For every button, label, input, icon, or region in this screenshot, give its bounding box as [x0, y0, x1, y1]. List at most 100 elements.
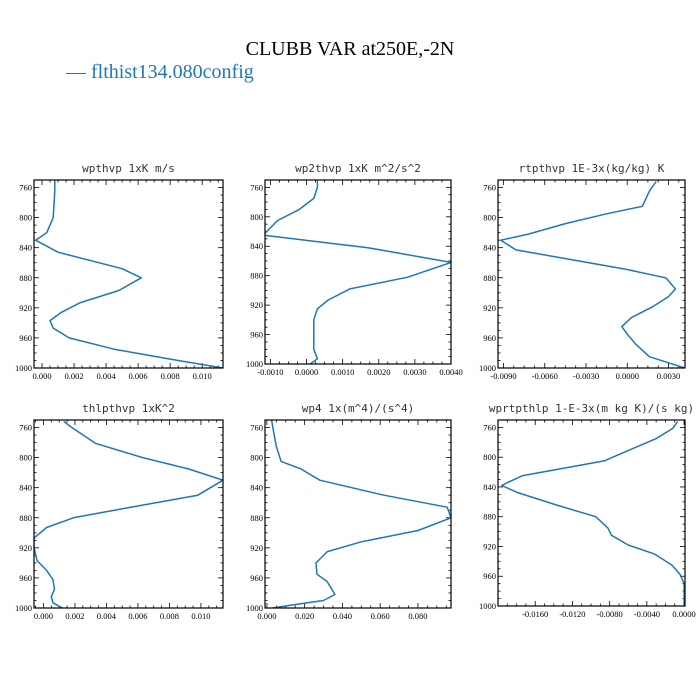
y-tick-label: 760 — [19, 183, 32, 193]
panel-title: thlpthvp 1xK^2 — [82, 402, 175, 415]
y-tick-label: 880 — [19, 273, 32, 283]
series-line — [500, 181, 685, 368]
y-tick-label: 960 — [19, 333, 32, 343]
y-tick-label: 960 — [250, 330, 263, 340]
y-tick-label: 960 — [483, 333, 496, 343]
y-tick-label: 800 — [483, 213, 496, 223]
x-tick-label: 0.002 — [64, 371, 83, 381]
y-tick-label: 840 — [483, 482, 496, 492]
panel-4: thlpthvp 1xK^276080084088092096010000.00… — [15, 402, 224, 621]
x-tick-label: -0.0010 — [257, 367, 283, 377]
y-tick-label: 800 — [19, 213, 32, 223]
y-tick-label: 1000 — [479, 601, 496, 611]
panel-title: wp4 1x(m^4)/(s^4) — [302, 402, 415, 415]
x-tick-label: 0.004 — [97, 611, 117, 621]
x-tick-label: 0.0020 — [367, 367, 390, 377]
x-tick-label: -0.0160 — [522, 609, 548, 619]
figure-title: CLUBB VAR at250E,-2N — [246, 38, 455, 60]
legend-entry: — flthist134.080config — [65, 61, 254, 83]
series-line — [270, 420, 451, 608]
panel-frame — [497, 419, 686, 607]
x-tick-label: 0.0000 — [616, 371, 639, 381]
y-tick-label: 800 — [250, 453, 263, 463]
series-line — [34, 180, 223, 368]
x-tick-label: -0.0040 — [634, 609, 660, 619]
y-tick-label: 880 — [19, 513, 32, 523]
panel-frame — [264, 419, 452, 609]
x-tick-label: -0.0080 — [597, 609, 623, 619]
y-tick-label: 920 — [483, 303, 496, 313]
x-tick-label: 0.0010 — [331, 367, 354, 377]
y-tick-label: 920 — [250, 543, 263, 553]
y-tick-label: 1000 — [15, 603, 32, 613]
y-tick-label: 760 — [483, 183, 496, 193]
panel-frame — [264, 179, 452, 365]
x-tick-label: 0.002 — [65, 611, 84, 621]
panel-title: wprtpthlp 1-E-3x(m kg K)/(s kg) — [489, 402, 694, 415]
y-tick-label: 920 — [250, 300, 263, 310]
y-tick-label: 920 — [19, 303, 32, 313]
x-tick-label: 0.008 — [160, 611, 179, 621]
panel-title: wpthvp 1xK m/s — [82, 162, 175, 175]
y-tick-label: 760 — [19, 423, 32, 433]
y-tick-label: 880 — [250, 513, 263, 523]
panel-frame — [33, 179, 224, 369]
series-line — [265, 180, 451, 364]
x-tick-label: 0.0030 — [403, 367, 426, 377]
x-tick-label: -0.0060 — [532, 371, 558, 381]
panel-frame — [33, 419, 224, 609]
x-tick-label: 0.000 — [34, 611, 53, 621]
y-tick-label: 840 — [250, 483, 263, 493]
y-tick-label: 880 — [250, 271, 263, 281]
panel-5: wp4 1x(m^4)/(s^4) 760 800 840 880 920 960 1000 0… — [246, 402, 452, 621]
panel-1: wpthvp 1xK m/s76080084088092096010000.00… — [15, 162, 224, 381]
series-line — [34, 420, 223, 608]
panel-3: rtpthvp 1E-3x(kg/kg) K 760 800 840 880 920 960… — [479, 162, 686, 381]
x-tick-label: 0.020 — [295, 611, 314, 621]
y-tick-label: 760 — [483, 422, 496, 432]
x-tick-label: 0.010 — [191, 611, 210, 621]
y-tick-label: 880 — [483, 512, 496, 522]
y-tick-label: 960 — [250, 573, 263, 583]
panel-2: wp2thvp 1xK m^2/s^2 760 800 840 880 920 960 100… — [246, 162, 463, 377]
y-tick-label: 840 — [250, 241, 263, 251]
panel-title: wp2thvp 1xK m^2/s^2 — [295, 162, 421, 175]
x-tick-label: 0.0000 — [672, 609, 695, 619]
panel-6: wprtpthlp 1-E-3x(m kg K)/(s kg) 760 800 840… — [479, 402, 696, 619]
x-tick-label: 0.0000 — [295, 367, 318, 377]
y-tick-label: 920 — [19, 543, 32, 553]
x-tick-label: 0.080 — [408, 611, 427, 621]
x-tick-label: 0.0040 — [439, 367, 462, 377]
y-tick-label: 880 — [483, 273, 496, 283]
y-tick-label: 800 — [19, 453, 32, 463]
y-tick-label: 960 — [19, 573, 32, 583]
x-tick-label: -0.0030 — [573, 371, 599, 381]
x-tick-label: 0.008 — [161, 371, 180, 381]
y-tick-label: 1000 — [15, 363, 32, 373]
y-tick-label: 1000 — [246, 603, 263, 613]
x-tick-label: 0.006 — [129, 371, 148, 381]
y-tick-label: 840 — [483, 243, 496, 253]
x-tick-label: 0.010 — [193, 371, 212, 381]
y-tick-label: 840 — [19, 483, 32, 493]
panels-group: wpthvp 1xK m/s76080084088092096010000.00… — [15, 162, 696, 621]
x-tick-label: -0.0090 — [490, 371, 516, 381]
x-tick-label: 0.000 — [32, 371, 51, 381]
y-tick-label: 1000 — [479, 363, 496, 373]
y-tick-label: 920 — [483, 541, 496, 551]
panel-frame — [497, 179, 686, 369]
y-tick-label: 800 — [483, 452, 496, 462]
panel-title: rtpthvp 1E-3x(kg/kg) K — [519, 162, 665, 175]
y-tick-label: 760 — [250, 423, 263, 433]
x-tick-label: 0.006 — [128, 611, 147, 621]
y-tick-label: 960 — [483, 571, 496, 581]
x-tick-label: 0.040 — [333, 611, 352, 621]
x-tick-label: -0.0120 — [559, 609, 585, 619]
x-tick-label: 0.0030 — [657, 371, 680, 381]
x-tick-label: 0.060 — [371, 611, 390, 621]
series-line — [500, 421, 685, 605]
y-tick-label: 800 — [250, 212, 263, 222]
y-tick-label: 1000 — [246, 359, 263, 369]
y-tick-label: 760 — [250, 182, 263, 192]
